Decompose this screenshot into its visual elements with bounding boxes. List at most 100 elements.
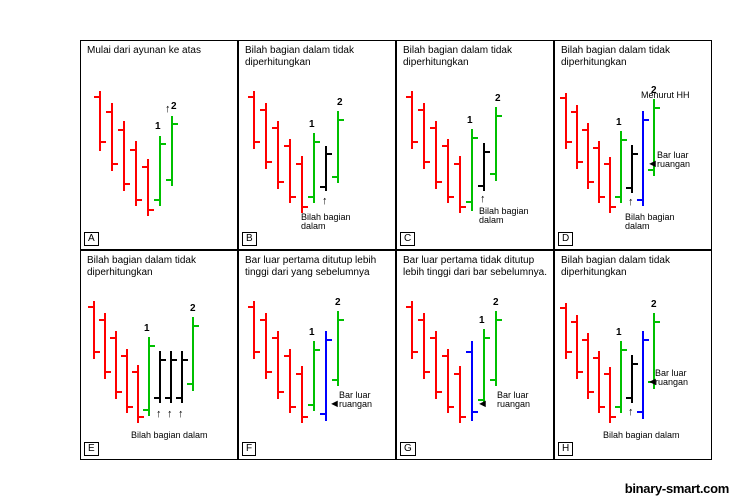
close-tick (101, 141, 106, 143)
close-tick (303, 206, 308, 208)
annotation-label: Bilah bagian dalam (603, 431, 680, 440)
open-tick (560, 97, 565, 99)
close-tick (655, 107, 660, 109)
ohlc-bar (301, 156, 303, 213)
ohlc-bar (337, 111, 339, 183)
ohlc-chart: 12Bar luar ruangan◄ (397, 251, 553, 459)
panel-e: Bilah bagian dalam tidak diperhitungkanE… (80, 250, 238, 460)
ohlc-bar (642, 111, 644, 206)
ohlc-bar (609, 157, 611, 213)
close-tick (461, 206, 466, 208)
close-tick (600, 196, 605, 198)
ohlc-bar (483, 329, 485, 406)
arrow-up-icon: ↑ (628, 197, 634, 208)
ohlc-bar (289, 139, 291, 203)
annotation-label: Menurut HH (641, 91, 690, 100)
count-label: 2 (190, 303, 196, 314)
ohlc-chart: 12Menurut HHBar luar ruanganBilah bagian… (555, 41, 711, 249)
count-label: 1 (616, 327, 622, 338)
open-tick (121, 355, 126, 357)
close-tick (633, 363, 638, 365)
close-tick (183, 359, 188, 361)
open-tick (490, 379, 495, 381)
ohlc-bar (325, 331, 327, 421)
ohlc-bar (576, 105, 578, 169)
close-tick (497, 115, 502, 117)
arrow-left-icon: ◄ (647, 159, 658, 170)
open-tick (604, 373, 609, 375)
close-tick (425, 371, 430, 373)
close-tick (128, 406, 133, 408)
close-tick (578, 161, 583, 163)
open-tick (615, 406, 620, 408)
ohlc-bar (495, 311, 497, 386)
ohlc-bar (447, 139, 449, 203)
open-tick (106, 111, 111, 113)
panel-b: Bilah bagian dalam tidak diperhitungkanB… (238, 40, 396, 250)
open-tick (260, 109, 265, 111)
count-label: 1 (155, 121, 161, 132)
close-tick (622, 139, 627, 141)
open-tick (571, 111, 576, 113)
arrow-left-icon: ◄ (329, 399, 340, 410)
close-tick (497, 319, 502, 321)
close-tick (437, 181, 442, 183)
ohlc-bar (111, 103, 113, 171)
ohlc-bar (104, 313, 106, 379)
open-tick (478, 185, 483, 187)
annotation-label: Bar luar ruangan (497, 391, 530, 410)
ohlc-bar (301, 366, 303, 423)
close-tick (315, 141, 320, 143)
ohlc-bar (447, 349, 449, 413)
close-tick (425, 161, 430, 163)
close-tick (589, 181, 594, 183)
open-tick (176, 397, 181, 399)
close-tick (339, 119, 344, 121)
ohlc-chart: 12Bilah bagian dalam↑ (239, 41, 395, 249)
annotation-label: Bilah bagian dalam (625, 213, 675, 232)
arrow-up-icon: ↑ (167, 409, 173, 420)
annotation-label: Bar luar ruangan (339, 391, 372, 410)
open-tick (130, 149, 135, 151)
open-tick (332, 176, 337, 178)
close-tick (578, 371, 583, 373)
arrow-up-icon: ↑ (322, 196, 328, 207)
ohlc-bar (423, 313, 425, 379)
count-label: 1 (616, 117, 622, 128)
panel-f: Bar luar pertama ditutup lebih tinggi da… (238, 250, 396, 460)
open-tick (296, 163, 301, 165)
close-tick (95, 351, 100, 353)
close-tick (589, 391, 594, 393)
ohlc-bar (148, 337, 150, 416)
open-tick (284, 145, 289, 147)
close-tick (303, 416, 308, 418)
open-tick (637, 199, 642, 201)
open-tick (430, 337, 435, 339)
open-tick (626, 397, 631, 399)
annotation-label: Bilah bagian dalam (479, 207, 529, 226)
open-tick (454, 163, 459, 165)
open-tick (88, 306, 93, 308)
close-tick (161, 143, 166, 145)
close-tick (139, 416, 144, 418)
close-tick (172, 359, 177, 361)
close-tick (117, 391, 122, 393)
open-tick (582, 129, 587, 131)
open-tick (637, 411, 642, 413)
arrow-up-icon: ↑ (480, 194, 486, 205)
open-tick (94, 96, 99, 98)
open-tick (118, 129, 123, 131)
open-tick (110, 337, 115, 339)
close-tick (279, 181, 284, 183)
open-tick (418, 319, 423, 321)
count-label: 2 (335, 297, 341, 308)
close-tick (149, 209, 154, 211)
close-tick (255, 141, 260, 143)
open-tick (308, 196, 313, 198)
close-tick (106, 371, 111, 373)
ohlc-bar (642, 331, 644, 419)
close-tick (173, 123, 178, 125)
count-label: 2 (495, 93, 501, 104)
open-tick (466, 351, 471, 353)
count-label: 1 (309, 119, 315, 130)
